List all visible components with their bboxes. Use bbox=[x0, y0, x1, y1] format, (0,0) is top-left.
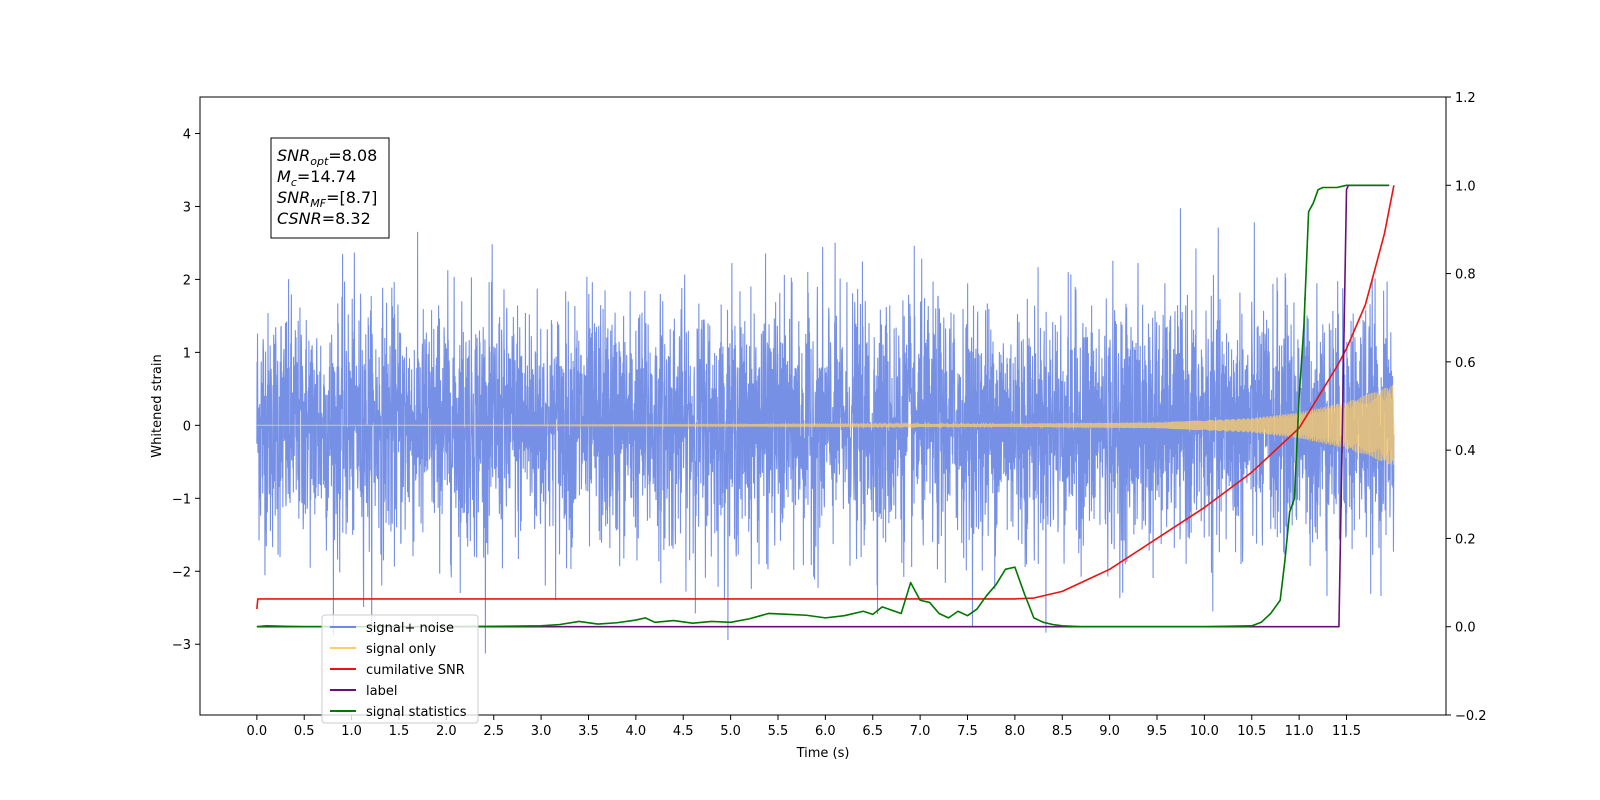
annotation-value: =[8.7] bbox=[326, 188, 377, 207]
x-tick-label: 3.5 bbox=[578, 724, 599, 739]
annotation-line: SNRMF=[8.7] bbox=[277, 188, 377, 210]
x-tick-label: 4.5 bbox=[673, 724, 694, 739]
y-right-tick-label: 0.2 bbox=[1455, 532, 1476, 547]
series-signal-statistics-line bbox=[256, 184, 1390, 628]
y-right-tick-label: 0.6 bbox=[1455, 356, 1476, 371]
y-left-tick-label: 4 bbox=[183, 127, 191, 142]
plot-frame bbox=[199, 96, 1447, 716]
x-tick-label: 3.0 bbox=[531, 724, 552, 739]
legend-label-label: label bbox=[366, 684, 397, 699]
legend-label-signal-noise: signal+ noise bbox=[366, 621, 454, 636]
x-tick-label: 0.5 bbox=[294, 724, 315, 739]
x-tick-label: 11.5 bbox=[1332, 724, 1361, 739]
x-tick-label: 9.5 bbox=[1147, 724, 1168, 739]
annotation-subscript: c bbox=[291, 176, 297, 189]
x-tick-label: 9.0 bbox=[1099, 724, 1120, 739]
x-tick-label: 8.5 bbox=[1052, 724, 1073, 739]
y-right-tick-label: 0.4 bbox=[1455, 444, 1476, 459]
y-left-tick-label: 1 bbox=[183, 346, 191, 361]
annotation-symbol: CSNR bbox=[277, 209, 322, 228]
x-tick-label: 11.0 bbox=[1285, 724, 1314, 739]
annotation-line: SNRopt=8.08 bbox=[277, 146, 377, 168]
annotation-line: CSNR=8.32 bbox=[277, 209, 371, 228]
y-left-tick-label: −1 bbox=[172, 492, 191, 507]
x-tick-label: 4.0 bbox=[626, 724, 647, 739]
legend-frame bbox=[321, 614, 479, 724]
x-axis-label: Time (s) bbox=[796, 746, 850, 761]
series-cumilative-snr-line bbox=[256, 185, 1395, 610]
x-tick-label: 2.0 bbox=[436, 724, 457, 739]
x-tick-label: 5.0 bbox=[720, 724, 741, 739]
x-tick-label: 10.0 bbox=[1190, 724, 1219, 739]
x-tick-label: 1.0 bbox=[341, 724, 362, 739]
y-left-tick-label: 2 bbox=[183, 273, 191, 288]
annotation-frame bbox=[270, 137, 390, 239]
x-tick-label: 6.5 bbox=[862, 724, 883, 739]
annotation-symbol: SNR bbox=[277, 146, 310, 165]
y-axis-label: Whitened strain bbox=[150, 354, 165, 457]
x-tick-label: 5.5 bbox=[768, 724, 789, 739]
y-right-tick-label: 0.8 bbox=[1455, 268, 1476, 283]
y-left-tick-label: −2 bbox=[172, 565, 191, 580]
y-right-tick-label: 1.2 bbox=[1455, 91, 1476, 106]
y-left-tick-label: 0 bbox=[183, 419, 191, 434]
annotation-subscript: opt bbox=[310, 155, 329, 168]
series-layer bbox=[256, 184, 1395, 654]
y-right-tick-label: −0.2 bbox=[1455, 709, 1487, 724]
annotation-value: =8.32 bbox=[322, 209, 371, 228]
legend: signal+ noise signal only cumilative SNR la… bbox=[321, 614, 479, 724]
y-left-tick-label: 3 bbox=[183, 200, 191, 215]
legend-label-signal-statistics: signal statistics bbox=[366, 705, 467, 720]
x-tick-label: 0.0 bbox=[247, 724, 268, 739]
annotation-value: =14.74 bbox=[297, 167, 356, 186]
legend-label-cumilative-snr: cumilative SNR bbox=[366, 663, 465, 678]
series-signal-only-line bbox=[256, 384, 1395, 465]
x-tick-label: 10.5 bbox=[1237, 724, 1266, 739]
y-right-tick-label: 0.0 bbox=[1455, 621, 1476, 636]
series-signal-noise-line bbox=[256, 208, 1395, 654]
x-tick-label: 2.5 bbox=[483, 724, 504, 739]
annotation-line: Mc=14.74 bbox=[277, 167, 356, 189]
legend-label-signal-only: signal only bbox=[366, 642, 436, 657]
x-tick-label: 8.0 bbox=[1005, 724, 1026, 739]
annotation-symbol: M bbox=[277, 167, 291, 186]
y-left-tick-label: −3 bbox=[172, 638, 191, 653]
x-tick-label: 1.5 bbox=[389, 724, 410, 739]
x-tick-label: 6.0 bbox=[815, 724, 836, 739]
y-right-tick-label: 1.0 bbox=[1455, 179, 1476, 194]
annotation-symbol: SNR bbox=[277, 188, 310, 207]
annotation-subscript: MF bbox=[310, 197, 326, 210]
x-tick-label: 7.5 bbox=[957, 724, 978, 739]
x-tick-label: 7.0 bbox=[910, 724, 931, 739]
annotation-value: =8.08 bbox=[328, 146, 377, 165]
axes-layer: 0.0 0.5 1.0 1.5 2.0 2.5 3.0 3.5 4.0 4.5 5.0 5.5 6.0 6… bbox=[172, 91, 1487, 739]
